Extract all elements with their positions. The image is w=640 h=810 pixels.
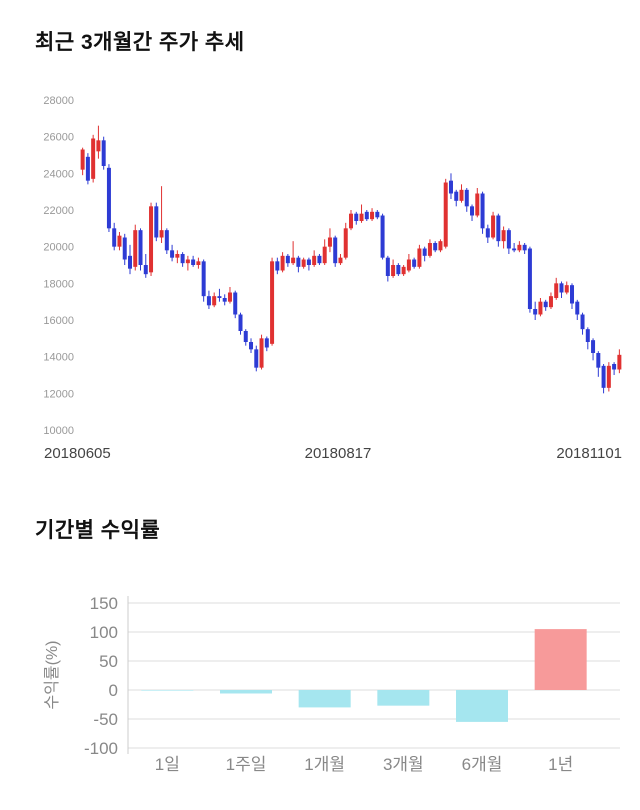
price-candlestick-chart: 10000 12000 14000 16000 18000 20000 22000 24000… (0, 78, 640, 473)
svg-text:0: 0 (109, 681, 118, 700)
svg-text:28000: 28000 (43, 95, 74, 107)
svg-text:100: 100 (90, 623, 118, 642)
svg-text:10000: 10000 (43, 425, 74, 437)
svg-text:-100: -100 (84, 739, 118, 758)
svg-text:3개월: 3개월 (383, 755, 424, 774)
svg-text:150: 150 (90, 594, 118, 613)
svg-text:6개월: 6개월 (462, 755, 503, 774)
price-trend-title: 최근 3개월간 주가 추세 (35, 31, 245, 54)
svg-text:20000: 20000 (43, 242, 74, 254)
svg-text:18000: 18000 (43, 278, 74, 290)
svg-text:26000: 26000 (43, 132, 74, 144)
svg-text:20180817: 20180817 (305, 445, 372, 462)
svg-text:22000: 22000 (43, 205, 74, 217)
svg-text:1일: 1일 (155, 755, 180, 774)
returns-bar-chart: -100 -50 0 50 100 150 수익률(%) 1일 1주일 1개월 3개월 6개월 1년 (0, 578, 640, 803)
svg-text:1년: 1년 (548, 755, 573, 774)
svg-text:수익률(%): 수익률(%) (43, 640, 61, 709)
svg-text:50: 50 (99, 652, 118, 671)
svg-text:20181101: 20181101 (556, 445, 622, 462)
returns-bar-svg: -100 -50 0 50 100 150 수익률(%) 1일 1주일 1개월 3개월 6개월 1년 (43, 594, 620, 774)
svg-text:24000: 24000 (43, 168, 74, 180)
returns-title: 기간별 수익률 (35, 519, 161, 542)
svg-text:12000: 12000 (43, 388, 74, 400)
svg-text:1개월: 1개월 (304, 755, 345, 774)
svg-text:14000: 14000 (43, 352, 74, 364)
svg-text:20180605: 20180605 (44, 445, 111, 462)
candlestick-svg: 10000 12000 14000 16000 18000 20000 22000 24000… (43, 95, 622, 462)
svg-text:1주일: 1주일 (226, 755, 267, 774)
svg-text:16000: 16000 (43, 315, 74, 327)
svg-text:-50: -50 (93, 710, 118, 729)
